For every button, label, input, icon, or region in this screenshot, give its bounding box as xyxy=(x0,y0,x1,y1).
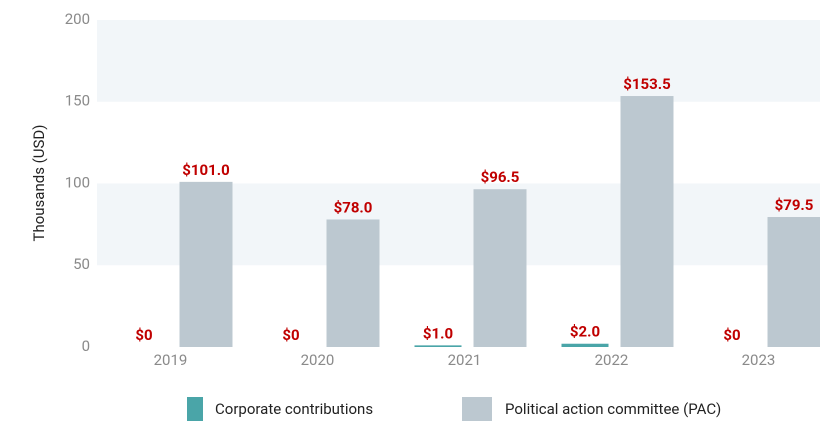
grid-band xyxy=(97,20,820,102)
legend-swatch xyxy=(462,397,492,421)
value-label: $0 xyxy=(135,326,152,344)
y-tick-label: 150 xyxy=(65,92,90,110)
y-tick-label: 100 xyxy=(65,173,90,191)
bar xyxy=(767,217,820,347)
value-label: $153.5 xyxy=(623,75,670,93)
value-label: $78.0 xyxy=(334,198,373,216)
value-label: $1.0 xyxy=(423,324,453,342)
value-label: $0 xyxy=(723,326,740,344)
y-tick-label: 0 xyxy=(82,337,90,355)
value-label: $101.0 xyxy=(182,161,229,179)
y-tick-label: 200 xyxy=(65,10,90,28)
bar xyxy=(620,96,674,347)
legend-label: Political action committee (PAC) xyxy=(505,400,721,418)
value-label: $79.5 xyxy=(775,196,814,214)
x-tick-label: 2019 xyxy=(154,351,188,369)
bar xyxy=(179,181,233,347)
x-tick-label: 2021 xyxy=(448,351,482,369)
bar xyxy=(414,345,462,347)
x-tick-label: 2023 xyxy=(742,351,776,369)
legend-swatch xyxy=(187,397,203,421)
legend-label: Corporate contributions xyxy=(215,400,373,418)
x-tick-label: 2020 xyxy=(301,351,335,369)
value-label: $0 xyxy=(282,326,299,344)
value-label: $2.0 xyxy=(570,323,600,341)
bar xyxy=(561,343,609,347)
bar xyxy=(326,219,380,347)
y-tick-label: 50 xyxy=(73,255,90,273)
x-tick-label: 2022 xyxy=(595,351,629,369)
y-axis-title: Thousands (USD) xyxy=(30,125,48,242)
bar xyxy=(473,189,527,347)
value-label: $96.5 xyxy=(481,168,520,186)
